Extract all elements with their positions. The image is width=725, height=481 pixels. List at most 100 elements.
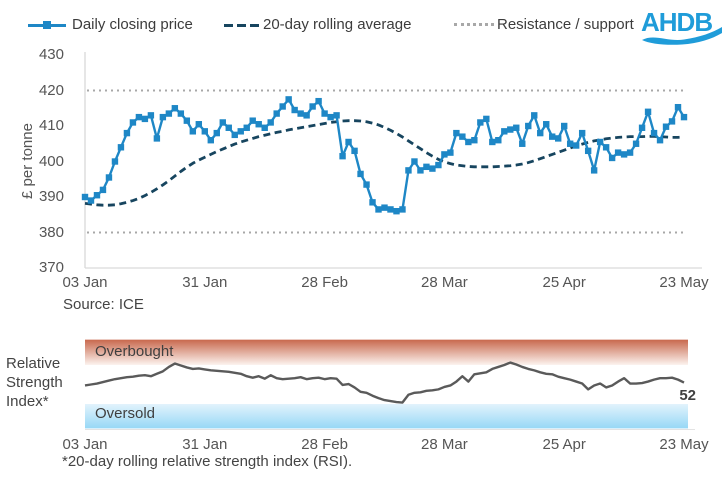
y-tick-label: 390: [38, 188, 64, 205]
price-marker: [423, 163, 430, 171]
price-marker: [632, 140, 640, 147]
price-marker: [369, 199, 376, 206]
price-marker: [387, 206, 394, 213]
overbought-label: Overbought: [95, 343, 174, 360]
price-marker: [327, 113, 334, 121]
price-marker: [519, 140, 526, 147]
price-marker: [225, 124, 232, 131]
price-marker: [429, 165, 436, 172]
legend-label-daily-closing-price: Daily closing price: [72, 16, 193, 33]
price-marker: [626, 149, 634, 156]
price-marker: [219, 119, 226, 126]
price-marker: [537, 129, 544, 137]
rsi-x-tick-label: 28 Mar: [421, 436, 468, 453]
price-marker: [243, 124, 250, 131]
price-marker: [555, 135, 562, 142]
price-marker: [596, 138, 604, 146]
price-marker: [620, 151, 628, 158]
price-marker: [333, 112, 340, 119]
price-marker: [111, 158, 119, 165]
price-marker: [543, 121, 550, 128]
price-marker: [129, 119, 137, 126]
price-marker: [171, 105, 179, 112]
price-marker: [177, 110, 185, 117]
price-marker: [357, 170, 364, 178]
x-tick-label: 03 Jan: [62, 274, 108, 291]
price-marker: [159, 113, 167, 121]
price-marker: [165, 110, 173, 117]
legend-label-resistance-support: Resistance / support: [497, 16, 634, 33]
price-marker: [273, 110, 280, 117]
price-marker: [363, 181, 370, 188]
price-marker: [261, 124, 268, 131]
daily-closing-price-swatch-icon: [28, 21, 66, 29]
price-marker: [656, 137, 664, 144]
price-marker: [213, 129, 220, 137]
price-marker: [477, 119, 484, 126]
rolling-average-line: [84, 119, 685, 207]
legend: Daily closing price 20-day rolling avera…: [0, 0, 725, 40]
price-marker: [117, 144, 125, 151]
price-marker: [135, 113, 143, 121]
price-line: [84, 98, 686, 213]
price-marker: [644, 108, 652, 115]
x-tick-label: 25 Apr: [542, 274, 586, 291]
rsi-end-value: 52: [679, 387, 696, 404]
rsi-x-tick-label: 03 Jan: [62, 436, 108, 453]
price-marker: [399, 206, 406, 213]
price-marker: [578, 129, 586, 137]
price-marker: [441, 151, 448, 158]
x-tick-label: 23 May: [659, 274, 709, 291]
price-marker: [255, 121, 262, 128]
price-marker: [405, 167, 412, 174]
price-marker: [513, 124, 520, 131]
price-marker: [465, 138, 472, 146]
rsi-axis-title: Relative Strength Index*: [6, 355, 63, 410]
price-marker: [459, 133, 466, 140]
price-marker: [291, 106, 298, 114]
price-marker: [87, 197, 95, 204]
overbought-band: [85, 339, 688, 365]
price-marker: [381, 204, 388, 211]
oversold-band: [85, 404, 688, 429]
price-marker: [495, 137, 502, 144]
price-marker: [81, 193, 89, 201]
price-marker: [483, 115, 490, 123]
price-marker: [549, 133, 556, 140]
price-marker: [339, 152, 346, 160]
rsi-footnote: *20-day rolling relative strength index …: [62, 453, 353, 470]
oversold-label: Oversold: [95, 405, 156, 422]
source-note: Source: ICE: [63, 296, 144, 313]
price-marker: [321, 110, 328, 117]
price-marker: [453, 129, 460, 137]
price-marker: [99, 186, 107, 194]
price-marker: [375, 206, 382, 213]
y-tick-label: 430: [38, 46, 64, 63]
price-marker: [183, 117, 191, 124]
price-marker: [602, 144, 610, 151]
ahdb-logo: AHDB: [641, 7, 722, 45]
price-marker: [153, 135, 161, 142]
resistance-support-swatch-icon: [454, 23, 494, 26]
price-marker: [584, 147, 592, 155]
price-marker: [590, 167, 598, 174]
legend-label-rolling-average: 20-day rolling average: [263, 16, 412, 33]
price-marker: [93, 192, 101, 199]
price-marker: [231, 131, 238, 139]
price-marker: [345, 138, 352, 146]
price-marker: [237, 128, 244, 135]
rsi-x-tick-label: 23 May: [659, 436, 709, 453]
price-marker: [662, 123, 670, 130]
price-marker: [447, 149, 454, 156]
price-marker: [201, 128, 208, 135]
y-tick-label: 400: [38, 152, 64, 170]
y-tick-label: 420: [38, 81, 64, 99]
price-marker: [315, 97, 322, 105]
price-marker: [507, 126, 514, 133]
price-marker: [297, 110, 304, 117]
price-marker: [147, 112, 155, 119]
price-marker: [207, 137, 214, 144]
price-marker: [303, 112, 310, 119]
square-marker-icon: [43, 21, 51, 29]
